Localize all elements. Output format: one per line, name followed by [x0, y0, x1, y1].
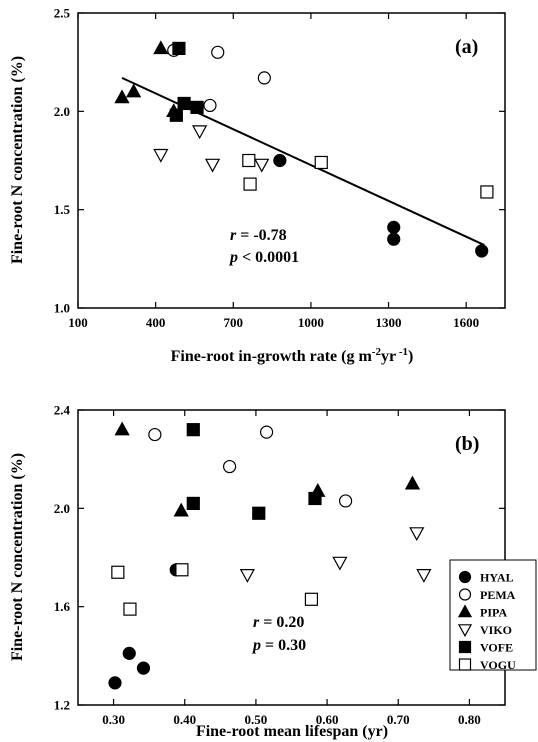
- panel-a-x-axis-label: Fine-root in-growth rate (g m-2yr -1): [171, 346, 414, 365]
- panel-a-point-vofe: [177, 96, 191, 111]
- panel-b-y-tick-label: 1.6: [54, 599, 71, 614]
- legend-marker-vogu: [458, 658, 472, 671]
- panel-a-point-pipa: [126, 83, 142, 98]
- panel-b-x-tick-label: 0.80: [458, 712, 481, 727]
- panel-b-point-vogu: [304, 592, 319, 606]
- panel-b-point-vofe: [252, 506, 266, 520]
- legend-marker-hyal: [458, 570, 472, 584]
- panel-a-regression-line: [121, 76, 485, 246]
- panel-a-point-vogu: [314, 155, 328, 170]
- panel-b-y-tick-label: 2.0: [54, 501, 70, 516]
- panel-a-point-vofe: [190, 100, 204, 115]
- panel-a-tag: (a): [455, 36, 478, 58]
- legend-label-vogu: VOGU: [480, 658, 516, 672]
- panel-b-x-tick-label: 0.60: [316, 712, 339, 727]
- legend-marker-pema: [458, 588, 472, 601]
- panel-a-point-vogu: [242, 153, 256, 168]
- panel-a-point-vogu: [243, 177, 257, 191]
- legend-marker-pipa: [457, 604, 473, 618]
- panel-a-x-tick-label: 1000: [298, 315, 324, 330]
- panel-b-x-tick-label: 0.50: [245, 712, 268, 727]
- panel-b-y-axis-label: Fine-root N concentration (%): [9, 453, 26, 661]
- panel-b-point-pema: [148, 427, 162, 442]
- panel-b-p-stat: p = 0.30: [251, 637, 306, 654]
- panel-b-plot-frame: [77, 409, 506, 706]
- panel-a-point-vogu: [480, 185, 494, 199]
- legend-label-pipa: PIPA: [480, 606, 507, 620]
- legend-label-vofe: VOFE: [480, 641, 513, 655]
- panel-b-point-hyal: [136, 661, 151, 675]
- panel-a-y-tick-label: 2.5: [54, 6, 71, 21]
- panel-a-point-hyal: [387, 232, 401, 246]
- legend-label-pema: PEMA: [480, 588, 516, 602]
- legend-marker-viko: [457, 624, 473, 638]
- panel-a-y-axis-label: Fine-root N concentration (%): [9, 56, 26, 264]
- panel-a-point-pipa: [153, 40, 169, 55]
- panel-b-r-stat: r = 0.20: [253, 614, 304, 631]
- panel-b-x-tick-label: 0.40: [173, 712, 196, 727]
- panel-b-x-axis-label: Fine-root mean lifespan (yr): [196, 723, 388, 740]
- panel-a-point-pipa: [114, 89, 130, 104]
- panel-b-point-pema: [222, 459, 237, 474]
- panel-b-tag: (b): [455, 433, 479, 455]
- panel-a-x-tick-label: 100: [68, 315, 88, 330]
- panel-a-y-tick-label: 1.0: [54, 301, 70, 316]
- panel-a-point-hyal: [387, 220, 401, 234]
- panel-a-point-hyal: [475, 244, 489, 258]
- panel-a-point-vofe: [172, 41, 186, 56]
- panel-a-point-pema: [257, 71, 271, 85]
- panel-a-point-vofe: [169, 108, 183, 122]
- panel-a-point-viko: [192, 125, 208, 140]
- panel-b-point-vogu: [175, 563, 189, 577]
- panel-b: 0.30 0.40 0.50 0.60 0.70 0.80 1.2 1.6 2.0 2.4 (b)…: [9, 403, 537, 740]
- panel-a-x-tick-label: 700: [224, 315, 244, 330]
- panel-b-point-pipa: [114, 421, 130, 436]
- panel-a: 100 400 700 1000 1300 1600 1.0 1.5 2.0 2.5 (a) r …: [9, 6, 506, 365]
- legend-label-viko: VIKO: [480, 623, 512, 637]
- panel-a-point-pema: [203, 98, 217, 113]
- panel-b-point-hyal: [122, 646, 136, 660]
- panel-b-point-pema: [259, 425, 274, 439]
- panel-a-p-stat: p < 0.0001: [228, 249, 299, 266]
- legend-marker-vofe: [458, 640, 472, 654]
- panel-a-point-pema: [211, 45, 225, 59]
- panel-b-point-viko: [416, 569, 432, 583]
- panel-b-point-vogu: [111, 565, 125, 579]
- panel-a-point-viko: [153, 148, 169, 163]
- panel-a-r-stat: r = -0.78: [230, 227, 287, 244]
- panel-a-point-viko: [204, 158, 221, 173]
- panel-b-point-vofe: [186, 423, 200, 437]
- legend-label-hyal: HYAL: [480, 571, 514, 585]
- panel-b-point-vogu: [123, 602, 137, 616]
- panel-a-plot-frame: [77, 12, 506, 309]
- panel-b-point-vofe: [308, 491, 322, 506]
- panel-a-x-tick-label: 400: [146, 315, 166, 330]
- panel-b-point-viko: [332, 556, 348, 571]
- panel-b-point-hyal: [108, 676, 122, 690]
- panel-b-y-tick-label: 1.2: [54, 698, 70, 713]
- panel-b-x-tick-label: 0.70: [387, 712, 410, 727]
- panel-a-point-hyal: [273, 153, 287, 168]
- panel-b-point-pema: [338, 494, 353, 508]
- panel-b-point-viko: [239, 569, 255, 583]
- panel-a-y-tick-label: 1.5: [54, 202, 71, 217]
- panel-a-x-tick-label: 1300: [376, 315, 402, 330]
- panel-b-x-tick-label: 0.30: [102, 712, 125, 727]
- panel-b-point-pipa: [404, 475, 421, 490]
- legend: HYAL PEMA PIPA VIKO VOFE VOGU: [449, 559, 537, 672]
- panel-a-y-tick-label: 2.0: [54, 104, 70, 119]
- panel-b-y-tick-label: 2.4: [54, 403, 71, 418]
- panel-b-point-viko: [409, 527, 425, 542]
- panel-b-point-vofe: [186, 496, 200, 511]
- panel-a-x-tick-label: 1600: [453, 315, 479, 330]
- panel-b-point-pipa: [173, 502, 189, 517]
- panel-a-point-viko: [254, 158, 270, 173]
